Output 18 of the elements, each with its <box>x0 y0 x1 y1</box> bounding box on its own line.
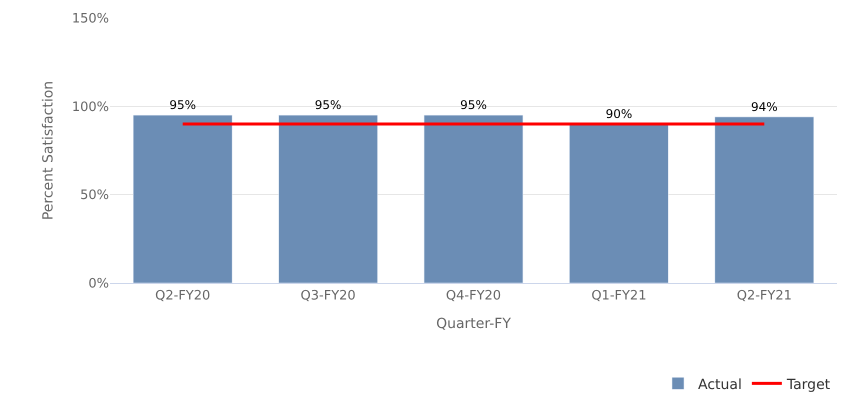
data-label: 95% <box>314 98 342 112</box>
legend-label: Actual <box>698 376 742 393</box>
x-tick-label: Q2-FY21 <box>736 288 792 304</box>
x-axis-title: Quarter-FY <box>436 316 512 332</box>
y-tick-label: 0% <box>88 276 109 292</box>
y-tick-label: 50% <box>80 188 109 204</box>
y-tick-label: 150% <box>72 12 109 27</box>
x-tick-label: Q2-FY20 <box>155 288 210 304</box>
x-tick-label: Q3-FY20 <box>300 288 356 304</box>
y-tick-label: 100% <box>72 100 109 115</box>
y-axis-title: Percent Satisfaction <box>40 80 56 220</box>
x-tick-label: Q1-FY21 <box>591 288 646 304</box>
data-label: 94% <box>750 100 778 114</box>
legend-label: Target <box>786 376 831 393</box>
data-label: 95% <box>169 98 196 112</box>
data-label: 95% <box>460 98 487 112</box>
data-label: 90% <box>606 107 632 121</box>
x-tick-label: Q4-FY20 <box>446 288 502 304</box>
